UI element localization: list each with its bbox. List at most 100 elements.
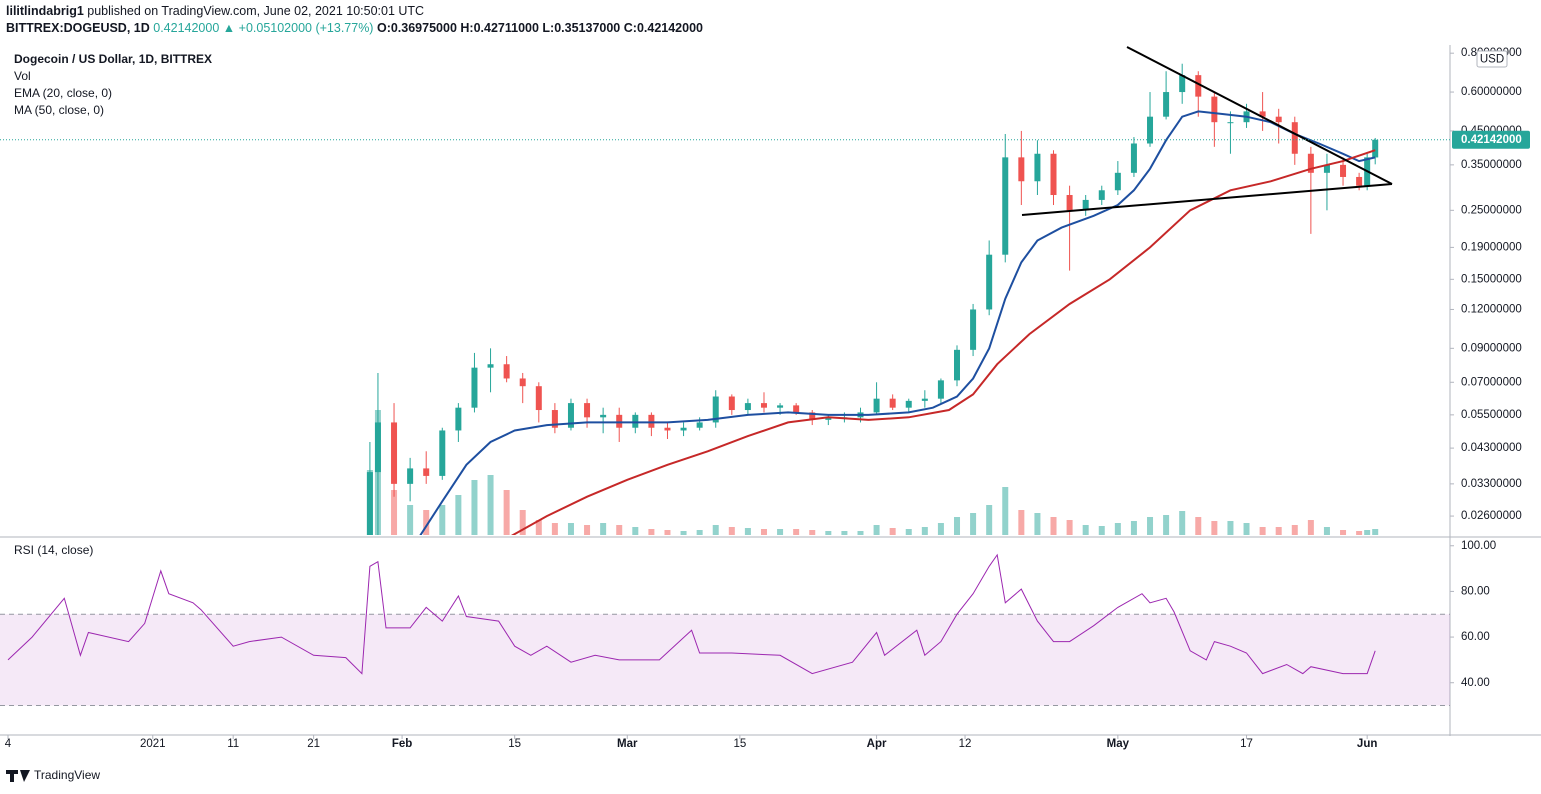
volume-bar: [905, 529, 912, 535]
x-tick-label: Jun: [1357, 738, 1377, 750]
x-tick-label: 4: [5, 738, 12, 750]
volume-bar: [584, 525, 591, 535]
candle-body: [567, 403, 574, 428]
author: lilitlindabrig1: [6, 4, 84, 18]
volume-bar: [970, 513, 977, 535]
volume-bar: [841, 531, 848, 535]
y-tick-label: 100.00: [1461, 540, 1496, 552]
candle-body: [616, 414, 623, 428]
volume-bar: [986, 505, 993, 535]
candle-body: [1147, 116, 1154, 144]
volume-bar: [1195, 517, 1202, 535]
x-tick-label: 12: [959, 738, 972, 750]
candle-body: [391, 422, 398, 484]
logo[interactable]: TradingView: [6, 768, 100, 782]
candle-body: [696, 422, 703, 428]
volume-bar: [407, 505, 414, 535]
candle-body: [519, 378, 526, 387]
volume-bar: [1147, 517, 1154, 535]
volume-bar: [471, 480, 478, 535]
symbol-line: BITTREX:DOGEUSD, 1D 0.42142000 ▲ +0.0510…: [6, 21, 703, 35]
y-tick-label: 0.12000000: [1461, 303, 1522, 315]
y-tick-label: 0.15000000: [1461, 273, 1522, 285]
volume-bar: [712, 525, 719, 535]
ma-line: [419, 110, 1376, 535]
currency: USD: [1480, 54, 1504, 66]
volume-bar: [567, 523, 574, 535]
candle-body: [535, 386, 542, 411]
candle-body: [1356, 176, 1363, 186]
candle-body: [1066, 195, 1073, 211]
volume-bar: [760, 529, 767, 535]
axes: 0.02600000 0.03300000 0.04300000 0.05500000…: [0, 47, 1530, 750]
brand: TradingView: [34, 768, 100, 782]
y-tick-label: 0.19000000: [1461, 241, 1522, 253]
volume-bar: [1082, 525, 1089, 535]
last: 0.42142000: [153, 21, 219, 35]
volume-bar: [632, 527, 639, 535]
chart-title: Dogecoin / US Dollar, 1D, BITTREX: [14, 52, 212, 66]
candle-body: [1098, 190, 1105, 200]
candle-body: [1195, 75, 1202, 97]
candle-body: [1307, 153, 1314, 173]
candle-body: [905, 400, 912, 408]
volume-bar: [664, 530, 671, 535]
candle-body: [1372, 139, 1379, 158]
candle-body: [986, 254, 993, 310]
legend-item: Vol: [14, 69, 31, 83]
y-tick-label: 0.25000000: [1461, 204, 1522, 216]
y-tick-label: 0.60000000: [1461, 86, 1522, 98]
y-tick-label: 0.05500000: [1461, 409, 1522, 421]
y-tick-label: 40.00: [1461, 677, 1490, 689]
volume-bar: [423, 510, 430, 535]
x-tick-label: Mar: [617, 738, 638, 750]
candle-body: [1082, 199, 1089, 211]
legend-item: EMA (20, close, 0): [14, 86, 112, 100]
volume-bar: [1050, 517, 1057, 535]
candle-body: [487, 364, 494, 368]
volume-bar: [1034, 513, 1041, 535]
candle-body: [1034, 153, 1041, 182]
volume-bar: [921, 527, 928, 535]
last-price-label: 0.42142000: [1461, 134, 1522, 146]
volume-bar: [487, 475, 494, 535]
volume-bar: [1211, 521, 1218, 535]
rsi-band: [0, 614, 1450, 706]
volume-bar: [728, 527, 735, 535]
candle-body: [760, 403, 767, 408]
candle-body: [712, 396, 719, 423]
x-tick-label: 2021: [140, 738, 166, 750]
rsi-pane: [0, 553, 1450, 707]
candle-body: [1002, 157, 1009, 255]
published: published on TradingView.com, June 02, 2…: [87, 4, 424, 18]
candle-body: [600, 414, 607, 418]
candle-body: [1163, 92, 1170, 117]
currency-box[interactable]: [1476, 50, 1508, 68]
candle-body: [1259, 111, 1266, 117]
rsi-title: RSI (14, close): [14, 543, 93, 557]
high: H:0.42711000: [460, 21, 539, 35]
volume-bar: [551, 523, 558, 535]
x-tick-label: May: [1107, 738, 1130, 750]
volume-bar: [1291, 525, 1298, 535]
volume-bar: [937, 523, 944, 535]
candle-body: [366, 472, 373, 535]
price-pane: [366, 63, 1379, 535]
candle-body: [1018, 157, 1025, 182]
volume-bar: [648, 529, 655, 535]
candle-body: [455, 407, 462, 431]
candle-body: [744, 403, 751, 411]
volume-bar: [1307, 520, 1314, 535]
candle-body: [777, 405, 784, 408]
change: +0.05102000 (+13.77%): [239, 21, 374, 35]
y-tick-label: 0.35000000: [1461, 159, 1522, 171]
candle-body: [374, 422, 381, 473]
volume-bar: [777, 529, 784, 535]
candle-body: [680, 427, 687, 431]
x-tick-label: 17: [1240, 738, 1253, 750]
candle-body: [937, 380, 944, 399]
volume-bar: [455, 495, 462, 535]
volume-bar: [1259, 527, 1266, 535]
legend-item: MA (50, close, 0): [14, 103, 104, 117]
